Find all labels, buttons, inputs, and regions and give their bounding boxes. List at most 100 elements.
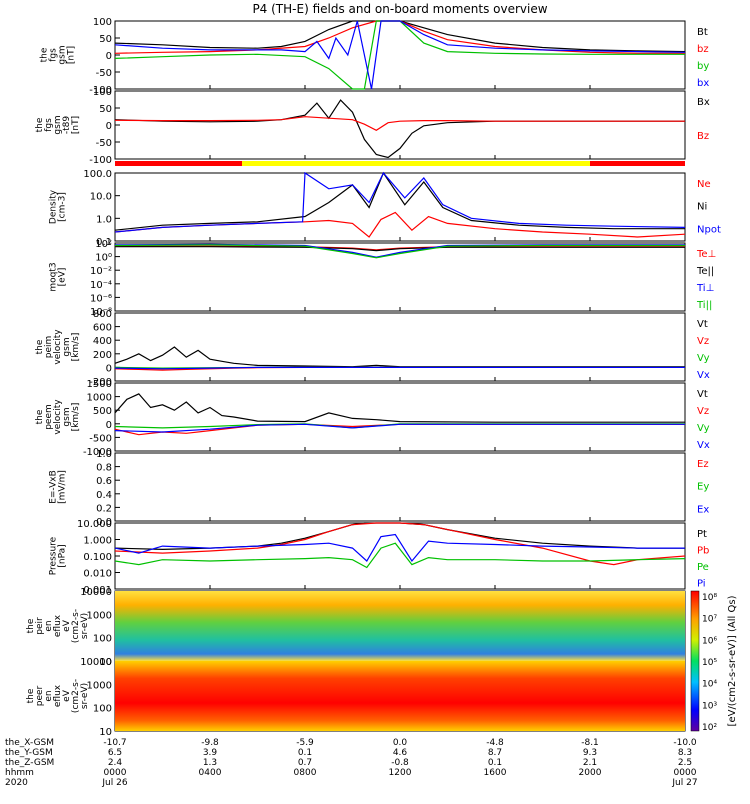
y-tick-label: 10000 <box>80 657 112 668</box>
y-axis-label: eflux <box>53 614 63 637</box>
y-axis-label: eV <box>62 619 72 632</box>
panel-frame <box>114 382 686 452</box>
y-tick-label: 100 <box>93 704 112 715</box>
colorbar-tick-label: 10² <box>702 723 717 733</box>
x-cell-y: 8.3 <box>678 748 692 758</box>
y-axis-label: moqt3 <box>49 262 59 291</box>
panel-ele_vel: 1500 1000 500 0 -500 -1000 the peem velocity gsm[… <box>35 379 710 458</box>
legend-by: by <box>697 61 709 72</box>
electron-spectrogram <box>115 661 685 731</box>
y-tick-label: 100.0 <box>83 169 112 180</box>
legend-Ni: Ni <box>697 202 707 213</box>
x-cell-x: -10.7 <box>103 738 126 748</box>
x-cell-z: 1.3 <box>203 758 217 768</box>
x-cell-z: 2.4 <box>108 758 123 768</box>
y-tick-label: 1.000 <box>83 536 112 547</box>
series-bx <box>114 20 686 90</box>
y-tick-label: 10² <box>95 239 112 250</box>
y-axis-label: the <box>26 688 36 703</box>
y-tick-label: 1000 <box>87 610 112 621</box>
panel-fgs_dgsm: 100 50 0 -50 -100 the fgs gsm -t89 [nT] Bx Bz <box>35 87 710 166</box>
legend-Npot: Npot <box>697 224 721 235</box>
x-cell-z: 2.5 <box>678 758 692 768</box>
y-axis-label: (cm2-s- <box>71 609 81 643</box>
y-axis-label: gsm <box>53 115 63 134</box>
y-tick-label: 1.0 <box>96 214 112 225</box>
y-axis-label: -t89 <box>62 116 72 135</box>
legend-Vt: Vt <box>697 319 708 330</box>
legend-bz: bz <box>697 44 709 55</box>
y-axis-label: (cm2-s- <box>71 679 81 713</box>
y-tick-label: 100 <box>93 634 112 645</box>
y-axis-label: peim <box>44 336 54 359</box>
panel-frame <box>114 312 686 382</box>
y-tick-label: -1000 <box>83 447 112 458</box>
legend-Vx: Vx <box>697 440 710 451</box>
y-axis-label: [km/s] <box>71 333 81 362</box>
series-Ne <box>114 211 686 238</box>
colorbar-tick-label: 10⁴ <box>702 680 717 690</box>
y-tick-label: 1500 <box>87 379 112 390</box>
colorbar-tick-label: 10⁵ <box>702 658 717 668</box>
legend-Ez: Ez <box>697 459 709 470</box>
figure-title: P4 (TH-E) fields and on-board moments ov… <box>252 2 547 16</box>
x-cell-x: -9.8 <box>201 738 219 748</box>
y-tick-label: 1000 <box>87 680 112 691</box>
y-tick-label: 500 <box>93 406 112 417</box>
legend-Vy: Vy <box>697 353 710 364</box>
y-axis-label: [nT] <box>71 116 81 134</box>
y-tick-label: 0.010 <box>83 569 112 580</box>
series-Vt <box>114 393 685 423</box>
x-row-label: the_Z-GSM <box>5 758 54 768</box>
y-tick-label: -50 <box>96 68 112 79</box>
y-axis-label: peir <box>35 617 45 635</box>
y-tick-label: 0.1 <box>96 237 112 248</box>
x-cell-y: 3.9 <box>203 748 218 758</box>
y-axis-label: sr-eV) <box>80 683 90 709</box>
y-tick-label: -100 <box>89 85 112 96</box>
panel-pressure: 10.000 1.000 0.100 0.010 0.001 Pressure [nPa] P… <box>49 519 710 596</box>
x-cell-y: 6.5 <box>108 748 122 758</box>
colorbar-tick-label: 10⁶ <box>702 636 717 646</box>
series-Pb <box>114 522 686 566</box>
legend-Te⊥: Te⊥ <box>696 249 716 260</box>
y-tick-label: 50 <box>99 34 112 45</box>
y-tick-label: 0.6 <box>96 476 112 487</box>
colorbar-tick-label: 10⁷ <box>702 615 717 625</box>
x-cell-z: 2.1 <box>583 758 597 768</box>
series-Vx <box>114 423 685 433</box>
x-row-label: 2020 <box>5 778 28 788</box>
series-Npot <box>114 171 686 233</box>
y-axis-label: gsm <box>62 407 72 426</box>
y-tick-label: 10 <box>99 727 112 738</box>
y-axis-label: [eV] <box>58 268 68 287</box>
series-by <box>114 20 685 90</box>
series-Pe <box>114 542 686 569</box>
y-tick-label: 10⁰ <box>95 253 112 264</box>
y-axis-label: gsm <box>62 337 72 356</box>
series-Te|| <box>115 246 685 252</box>
legend-Ey: Ey <box>697 482 709 493</box>
y-tick-label: -500 <box>89 433 112 444</box>
legend-Vz: Vz <box>697 406 709 417</box>
y-axis-label: [mV/m] <box>58 470 68 504</box>
y-axis-label: [nT] <box>67 46 77 64</box>
y-tick-label: 10000 <box>80 587 112 598</box>
legend-Pi: Pi <box>697 579 706 590</box>
y-tick-label: 0 <box>106 51 112 62</box>
x-cell-x: -8.1 <box>581 738 599 748</box>
x-cell-y: 0.1 <box>298 748 312 758</box>
y-tick-label: 100 <box>93 87 112 98</box>
colorbar-ticks: 10⁸ 10⁷ 10⁶ 10⁵ 10⁴ 10³ 10² <box>702 593 717 733</box>
series-Ni <box>114 171 685 231</box>
x-cell-date: Jul 27 <box>671 778 697 788</box>
x-cell-y: 8.7 <box>488 748 502 758</box>
y-tick-label: 200 <box>93 350 112 361</box>
y-tick-label: 10⁻⁸ <box>90 307 112 318</box>
series-Bt <box>114 20 686 53</box>
y-axis-label: fgs <box>44 118 54 132</box>
region-bar <box>115 161 685 166</box>
x-cell-date: Jul 26 <box>101 778 127 788</box>
legend-Ti⊥: Ti⊥ <box>696 283 714 294</box>
